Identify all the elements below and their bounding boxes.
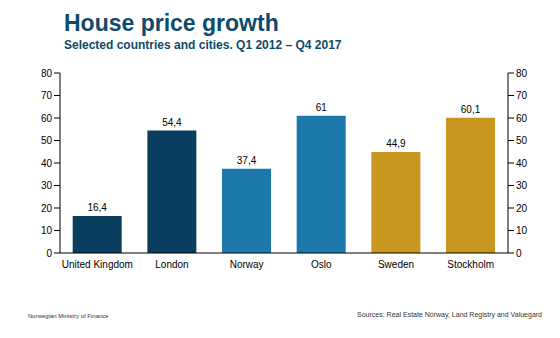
svg-text:50: 50: [41, 135, 53, 146]
svg-text:40: 40: [41, 158, 53, 169]
svg-text:70: 70: [41, 90, 53, 101]
svg-text:80: 80: [516, 68, 528, 79]
svg-text:60: 60: [516, 113, 528, 124]
svg-text:United Kingdom: United Kingdom: [62, 259, 133, 270]
html-text:House price growth: House price growth: [64, 10, 279, 36]
svg-text:20: 20: [41, 203, 53, 214]
svg-text:Sweden: Sweden: [378, 259, 414, 270]
svg-text:10: 10: [41, 225, 53, 236]
svg-text:0: 0: [516, 248, 522, 259]
html-text:Norwegian Ministry of Finance: Norwegian Ministry of Finance: [28, 313, 109, 319]
svg-text:Norway: Norway: [230, 259, 264, 270]
svg-text:61: 61: [316, 102, 328, 113]
svg-text:30: 30: [41, 180, 53, 191]
svg-text:10: 10: [516, 225, 528, 236]
html-text:Sources: Real Estate Norway, L: Sources: Real Estate Norway, Land Regist…: [357, 311, 542, 318]
svg-text:60: 60: [41, 113, 53, 124]
svg-text:80: 80: [41, 68, 53, 79]
svg-text:20: 20: [516, 203, 528, 214]
svg-text:37,4: 37,4: [237, 155, 257, 166]
svg-text:60,1: 60,1: [461, 104, 481, 115]
html-text:Selected countries and cities.: Selected countries and cities. Q1 2012 –…: [64, 38, 342, 52]
svg-text:Stockholm: Stockholm: [447, 259, 494, 270]
svg-text:16,4: 16,4: [87, 202, 107, 213]
svg-text:44,9: 44,9: [386, 138, 406, 149]
svg-text:Oslo: Oslo: [311, 259, 332, 270]
svg-text:50: 50: [516, 135, 528, 146]
svg-text:54,4: 54,4: [162, 117, 182, 128]
svg-text:30: 30: [516, 180, 528, 191]
svg-text:40: 40: [516, 158, 528, 169]
svg-text:0: 0: [46, 248, 52, 259]
svg-text:London: London: [155, 259, 188, 270]
svg-text:70: 70: [516, 90, 528, 101]
